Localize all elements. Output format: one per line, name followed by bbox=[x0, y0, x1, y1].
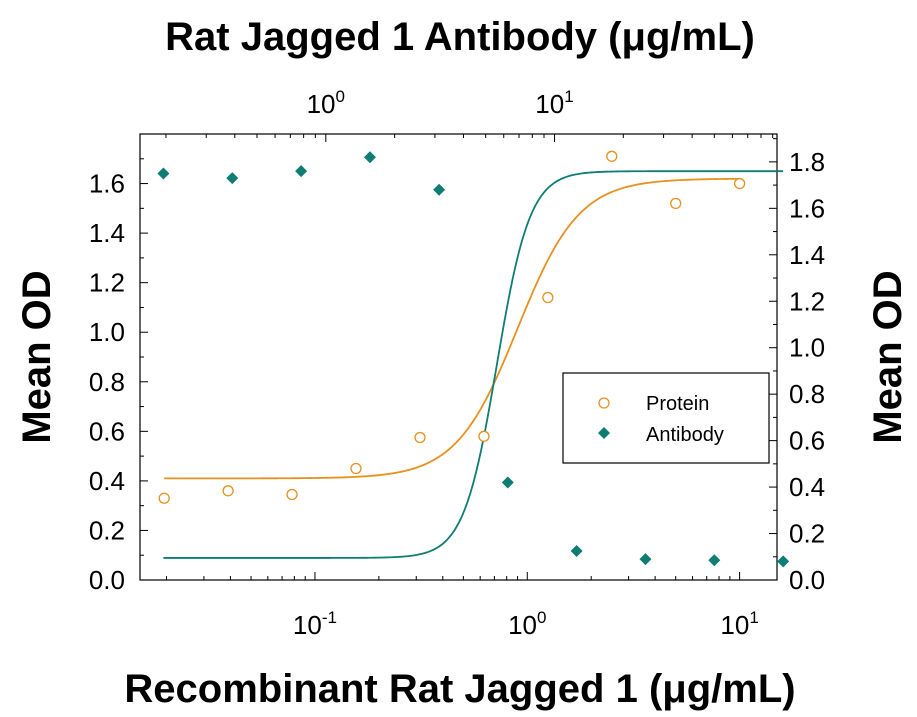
fit-curve-protein bbox=[164, 177, 740, 480]
y-right-tick-label: 1.8 bbox=[789, 147, 825, 177]
y-right-tick-label: 0.0 bbox=[789, 565, 825, 595]
legend-label-antibody: Antibody bbox=[646, 424, 724, 446]
y-left-tick-label: 1.0 bbox=[89, 317, 125, 347]
y-right-tick-label: 1.2 bbox=[789, 286, 825, 316]
data-point-protein bbox=[670, 197, 682, 210]
y-left-tick-label: 0.4 bbox=[89, 466, 125, 496]
y-right-tick-label: 0.2 bbox=[789, 519, 825, 549]
y-right-tick-label: 0.6 bbox=[789, 426, 825, 456]
x-bottom-tick-label: 100 bbox=[508, 608, 546, 640]
data-point-protein bbox=[478, 430, 490, 442]
x-top-tick-label: 101 bbox=[535, 87, 573, 119]
x-axis-label: Recombinant Rat Jagged 1 (μg/mL) bbox=[124, 667, 795, 711]
legend-box bbox=[562, 372, 770, 464]
data-point-protein bbox=[222, 485, 234, 497]
data-points bbox=[157, 150, 790, 568]
data-point-protein bbox=[350, 462, 362, 475]
data-point-antibody bbox=[157, 167, 170, 180]
legend-marker-protein bbox=[598, 397, 610, 409]
y-axis-label-right: Mean OD bbox=[866, 270, 910, 443]
y-left-tick-label: 1.4 bbox=[89, 218, 125, 248]
data-point-protein bbox=[606, 150, 618, 162]
x-bottom-tick-label: 101 bbox=[720, 608, 758, 640]
y-right-tick-label: 1.0 bbox=[789, 333, 825, 363]
y-axis-label-left: Mean OD bbox=[15, 270, 59, 443]
x-top-tick-label: 100 bbox=[307, 87, 345, 119]
data-point-antibody bbox=[570, 544, 583, 557]
y-left-tick-label: 0.2 bbox=[89, 515, 125, 545]
data-point-antibody bbox=[777, 555, 790, 568]
legend: Protein Antibody bbox=[562, 372, 770, 464]
y-left-tick-label: 0.6 bbox=[89, 416, 125, 446]
data-point-antibody bbox=[433, 183, 446, 196]
legend-label-protein: Protein bbox=[646, 393, 709, 415]
chart-title: Rat Jagged 1 Antibody (μg/mL) bbox=[165, 15, 755, 59]
fit-curve-antibody bbox=[163, 170, 784, 559]
legend-marker-antibody bbox=[598, 427, 610, 439]
data-point-antibody bbox=[226, 172, 239, 185]
data-point-antibody bbox=[639, 553, 652, 566]
y-right-tick-label: 1.6 bbox=[789, 193, 825, 223]
y-right-tick-label: 0.4 bbox=[789, 472, 825, 502]
data-point-protein bbox=[542, 291, 554, 304]
data-point-antibody bbox=[363, 151, 376, 164]
data-point-antibody bbox=[295, 165, 308, 178]
x-bottom-tick-label: 10-1 bbox=[293, 608, 337, 640]
y-right-tick-label: 1.4 bbox=[789, 240, 825, 270]
data-point-protein bbox=[286, 488, 298, 501]
data-point-protein bbox=[414, 431, 426, 444]
y-right-tick-label: 0.8 bbox=[789, 379, 825, 409]
fit-curves bbox=[163, 170, 784, 559]
plot-frame bbox=[139, 133, 778, 581]
y-left-tick-label: 1.6 bbox=[89, 169, 125, 199]
y-left-tick-label: 0.0 bbox=[89, 565, 125, 595]
y-left-tick-label: 1.2 bbox=[89, 268, 125, 298]
data-point-protein bbox=[158, 492, 170, 504]
y-left-tick-label: 0.8 bbox=[89, 367, 125, 397]
data-point-antibody bbox=[708, 554, 721, 567]
axis-ticks: 10-1 100 101 100 101 0.0 0.2 0.4 0.6 0.8 1.0 1.2 1.4… bbox=[89, 87, 825, 640]
data-point-protein bbox=[733, 177, 746, 190]
data-point-antibody bbox=[501, 476, 514, 489]
